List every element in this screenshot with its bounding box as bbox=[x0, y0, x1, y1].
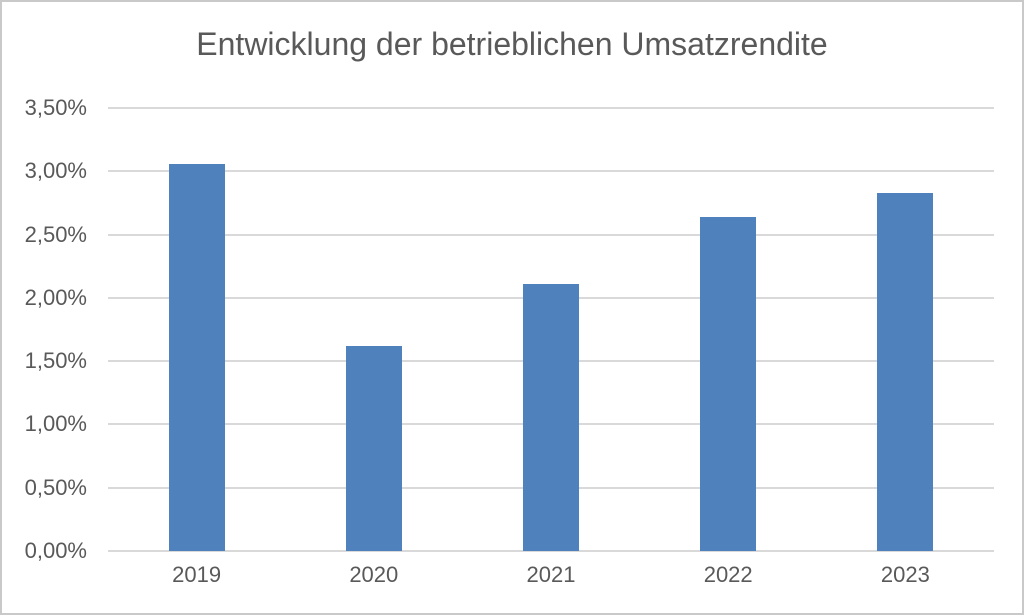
y-tick-label: 3,00% bbox=[24, 158, 87, 184]
y-tick-label: 3,50% bbox=[24, 95, 87, 120]
bar-2020 bbox=[345, 345, 402, 551]
x-axis-line bbox=[108, 550, 994, 552]
bar-2019 bbox=[168, 163, 225, 551]
bar-2022 bbox=[700, 216, 757, 551]
y-tick-label: 0,50% bbox=[24, 474, 87, 500]
bar-2023 bbox=[877, 192, 934, 551]
y-tick-label: 1,00% bbox=[24, 411, 87, 437]
y-tick-label: 1,50% bbox=[24, 348, 87, 374]
chart-title: Entwicklung der betrieblichen Umsatzrend… bbox=[196, 26, 828, 62]
y-tick-label: 2,50% bbox=[24, 221, 87, 247]
x-tick-label: 2020 bbox=[349, 562, 399, 587]
x-tick-label: 2021 bbox=[526, 562, 576, 587]
y-tick-label: 0,00% bbox=[24, 538, 87, 563]
bar-2021 bbox=[523, 283, 579, 551]
gridline bbox=[108, 233, 994, 236]
x-tick-label: 2019 bbox=[172, 562, 222, 587]
gridline bbox=[108, 170, 994, 173]
x-tick-label: 2023 bbox=[880, 562, 930, 587]
x-tick-label: 2022 bbox=[703, 562, 753, 587]
gridline bbox=[108, 107, 994, 109]
y-tick-label: 2,00% bbox=[24, 284, 87, 310]
